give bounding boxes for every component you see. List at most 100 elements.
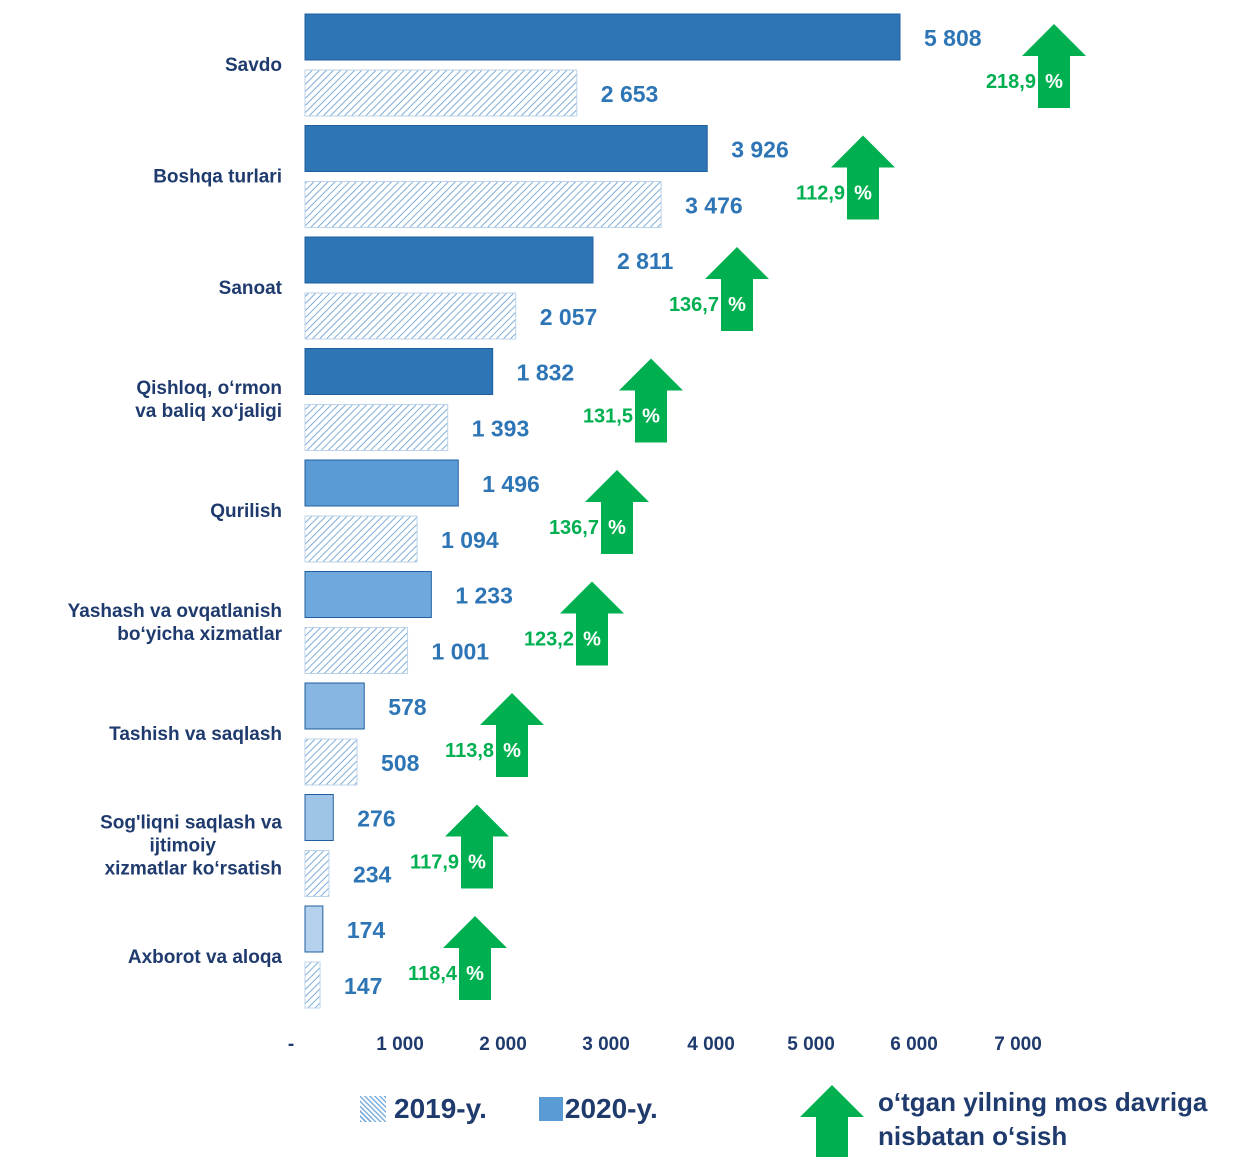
category-label-line: Yashash va ovqatlanish [68, 601, 282, 622]
value-label-2020: 3 926 [731, 137, 789, 163]
x-tick-label: 6 000 [890, 1034, 938, 1055]
value-label-2020: 5 808 [924, 25, 982, 51]
category-label-line: Qishloq, o‘rmon [136, 378, 282, 399]
category-label-line: Savdo [225, 55, 282, 76]
legend-item-2020: 2020-y. [538, 1093, 658, 1125]
category-label: Qurilish [210, 501, 282, 522]
value-label-2020: 1 832 [517, 360, 575, 386]
bar-2019 [304, 69, 578, 117]
x-tick-label: 3 000 [582, 1034, 630, 1055]
growth-arrow-icon [1022, 24, 1086, 108]
growth-legend: o‘tgan yilning mos davriga nisbatan o‘si… [800, 1085, 1253, 1157]
legend-label-2019: 2019-y. [394, 1093, 487, 1124]
growth-value: 112,9 [796, 183, 845, 205]
growth-value: 113,8 [445, 740, 494, 762]
x-tick-label: 5 000 [787, 1034, 835, 1055]
value-label-2019: 2 057 [540, 304, 598, 330]
value-label-2020: 2 811 [617, 248, 673, 274]
category-label-line: ijtimoiy [149, 836, 216, 857]
growth-arrow-icon [705, 247, 769, 331]
value-label-2019: 3 476 [685, 193, 743, 219]
category-label-line: va baliq xo‘jaligi [135, 401, 282, 422]
growth-value: 136,7 [669, 294, 719, 316]
bar-2019 [304, 738, 358, 786]
bar-2020 [304, 236, 594, 284]
category-label-line: Axborot va aloqa [128, 947, 283, 968]
growth-arrow-icon [560, 581, 624, 666]
category-label: Sanoat [219, 278, 283, 299]
value-label-2019: 147 [344, 973, 382, 999]
growth-value: 117,9 [410, 852, 459, 874]
bars-layer [304, 13, 901, 1009]
value-label-2019: 508 [381, 750, 420, 776]
value-label-2019: 1 393 [472, 416, 530, 442]
legend-swatch-2020 [538, 1097, 563, 1121]
value-label-2019: 1 094 [441, 527, 499, 553]
category-label: Qishloq, o‘rmon va baliq xo‘jaligi [135, 378, 282, 422]
x-tick-label: 4 000 [687, 1034, 735, 1055]
bar-2019 [304, 404, 449, 451]
bar-2020 [304, 682, 365, 730]
x-tick-label: 2 000 [479, 1034, 527, 1055]
category-label-line: Sog'liqni saqlash va [100, 813, 282, 834]
bar-2019 [304, 292, 517, 340]
value-label-2020: 276 [357, 806, 395, 832]
bar-2019 [304, 961, 321, 1009]
bar-2019 [304, 627, 409, 674]
value-label-2019: 1 001 [432, 639, 490, 665]
growth-arrow-icon [831, 135, 895, 220]
x-tick-label: - [288, 1034, 294, 1055]
bar-2019 [304, 850, 330, 897]
growth-percent-sign: % [466, 963, 484, 985]
growth-percent-sign: % [608, 517, 626, 539]
category-label-line: bo‘yicha xizmatlar [117, 624, 282, 645]
value-label-2019: 234 [353, 862, 392, 888]
category-label-line: Qurilish [210, 501, 282, 522]
growth-arrow-icon [800, 1085, 864, 1157]
legend-item-2019: 2019-y. [360, 1093, 487, 1125]
labels-layer: 5 808 2 653 Savdo 3 926 3 476 Boshqa turlari 2… [68, 25, 982, 999]
category-label: Yashash va ovqatlanish bo‘yicha xizmatlar [68, 601, 283, 645]
growth-arrows-layer: % 218,9% 112,9% 136,7% 131,5% 136,7% 123,2% 113… [408, 24, 1086, 1000]
legend-label-2020: 2020-y. [564, 1093, 658, 1124]
category-label: Savdo [225, 55, 282, 76]
growth-percent-sign: % [642, 406, 660, 428]
bar-2020 [304, 459, 459, 507]
category-label-line: Sanoat [219, 278, 283, 299]
x-axis: - 1 000 2 000 3 000 4 000 5 000 6 000 7 000 [288, 1034, 1042, 1055]
growth-arrow-icon [585, 470, 649, 554]
category-label: Sog'liqni saqlash va ijtimoiy xizmatlar ko… [100, 813, 282, 880]
category-label-line: Boshqa turlari [153, 167, 282, 188]
growth-percent-sign: % [468, 852, 486, 874]
value-label-2019: 2 653 [601, 81, 659, 107]
growth-value: 131,5 [583, 406, 633, 428]
growth-arrow-icon [443, 916, 507, 1000]
value-label-2020: 174 [347, 917, 386, 943]
bar-2020 [304, 13, 901, 61]
growth-value: 123,2 [524, 629, 574, 651]
bar-2020 [304, 125, 708, 172]
x-tick-label: 7 000 [994, 1034, 1042, 1055]
growth-value: 136,7 [549, 517, 599, 539]
bar-2020 [304, 348, 494, 395]
x-tick-label: 1 000 [376, 1034, 424, 1055]
growth-arrow-icon [480, 693, 544, 777]
category-label: Boshqa turlari [153, 167, 282, 188]
growth-percent-sign: % [728, 294, 746, 316]
growth-arrow-icon [445, 804, 509, 889]
category-label-line: Tashish va saqlash [109, 724, 282, 745]
value-label-2020: 1 233 [455, 583, 513, 609]
growth-percent-sign: % [583, 629, 601, 651]
growth-percent-sign: % [854, 183, 872, 205]
category-label: Tashish va saqlash [109, 724, 282, 745]
growth-value: 218,9 [986, 71, 1036, 93]
growth-legend-label: o‘tgan yilning mos davriga nisbatan o‘si… [878, 1087, 1208, 1151]
value-label-2020: 1 496 [482, 471, 540, 497]
bar-2020 [304, 794, 334, 841]
growth-percent-sign: % [1045, 71, 1063, 93]
legend-swatch-2019 [360, 1096, 386, 1122]
growth-arrow-icon [619, 358, 683, 443]
bar-2020 [304, 905, 324, 953]
bar-2019 [304, 181, 662, 228]
